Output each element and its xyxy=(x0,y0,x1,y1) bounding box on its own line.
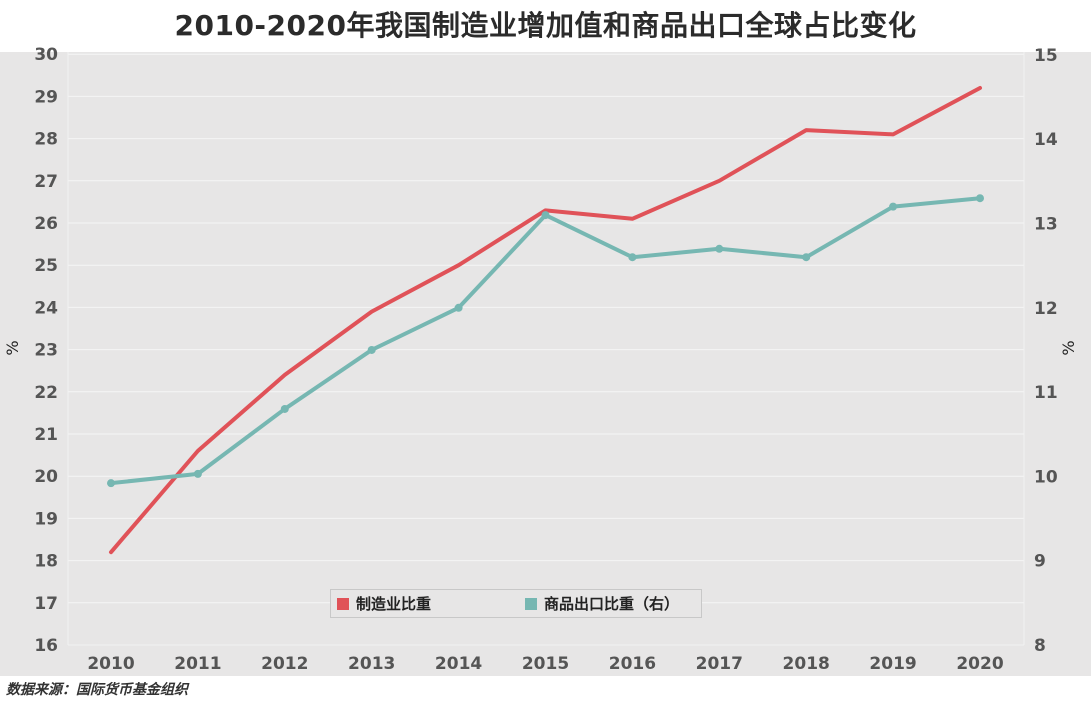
x-tick-label: 2012 xyxy=(261,654,308,674)
gridlines xyxy=(67,52,1025,646)
legend-item-manufacturing: 制造业比重 xyxy=(337,593,431,614)
x-tick-label: 2013 xyxy=(348,654,395,674)
x-tick-label: 2015 xyxy=(522,654,569,674)
series-line-1 xyxy=(109,196,982,486)
y-tick-label: 23 xyxy=(34,341,58,361)
left-y-axis-ticks: 16 17 18 19 20 21 22 23 24 25 26 27 28 29 30 xyxy=(34,45,58,656)
left-y-axis-label: % xyxy=(3,340,22,355)
y-tick-label: 18 xyxy=(34,552,58,572)
y-tick-label: 19 xyxy=(34,509,58,529)
plot-background xyxy=(0,52,1091,676)
data-point xyxy=(193,469,202,478)
x-tick-label: 2014 xyxy=(435,654,482,674)
x-axis-ticks: 2010 2011 2012 2013 2014 2015 2016 2017 2018 2019… xyxy=(87,654,1003,674)
legend-swatch-exports xyxy=(525,597,538,610)
y2-tick-label: 8 xyxy=(1034,636,1046,656)
data-point xyxy=(889,202,898,211)
y2-tick-label: 13 xyxy=(1034,215,1058,235)
y-tick-label: 28 xyxy=(34,130,58,150)
right-y-axis-ticks: 8 9 10 11 12 13 14 15 xyxy=(1034,46,1058,656)
data-point xyxy=(280,404,289,413)
x-tick-label: 2019 xyxy=(869,654,916,674)
chart-title: 2010-2020年我国制造业增加值和商品出口全球占比变化 xyxy=(174,9,917,42)
data-point xyxy=(367,345,376,354)
chart-legend: 制造业比重 商品出口比重（右） xyxy=(330,589,702,618)
data-point xyxy=(802,253,811,262)
data-point xyxy=(976,194,984,203)
y2-tick-label: 14 xyxy=(1034,130,1058,150)
y2-tick-label: 10 xyxy=(1034,467,1058,487)
y-tick-label: 21 xyxy=(34,425,58,445)
right-y-axis-label: % xyxy=(1059,340,1078,355)
x-tick-label: 2016 xyxy=(609,654,656,674)
y2-tick-label: 9 xyxy=(1034,552,1046,572)
x-tick-label: 2011 xyxy=(174,654,221,674)
y2-tick-label: 15 xyxy=(1034,46,1058,66)
x-tick-label: 2018 xyxy=(783,654,830,674)
y-tick-label: 25 xyxy=(34,256,58,276)
legend-label-exports: 商品出口比重（右） xyxy=(544,595,680,613)
series-lines xyxy=(107,85,984,555)
x-tick-label: 2020 xyxy=(956,654,1003,674)
y-tick-label: 29 xyxy=(34,87,58,107)
y-tick-label: 17 xyxy=(34,594,58,614)
y-tick-label: 30 xyxy=(34,45,58,65)
data-point xyxy=(541,211,550,220)
y-tick-label: 22 xyxy=(34,383,58,403)
data-point xyxy=(107,479,115,488)
y-tick-label: 24 xyxy=(34,298,58,318)
data-point xyxy=(715,244,724,253)
y2-tick-label: 12 xyxy=(1034,299,1058,319)
x-tick-label: 2017 xyxy=(696,654,743,674)
data-point xyxy=(628,253,637,262)
data-point xyxy=(454,303,463,312)
source-note: 数据来源：国际货币基金组织 xyxy=(6,682,188,698)
y-tick-label: 27 xyxy=(34,172,58,192)
y-tick-label: 20 xyxy=(34,467,58,487)
y-tick-label: 26 xyxy=(34,214,58,234)
y2-tick-label: 11 xyxy=(1034,383,1058,403)
y-tick-label: 16 xyxy=(34,636,58,656)
legend-label-manufacturing: 制造业比重 xyxy=(356,595,432,613)
series-line-0 xyxy=(109,85,982,555)
legend-item-exports: 商品出口比重（右） xyxy=(525,593,679,614)
legend-swatch-manufacturing xyxy=(337,597,349,610)
x-tick-label: 2010 xyxy=(87,654,134,674)
